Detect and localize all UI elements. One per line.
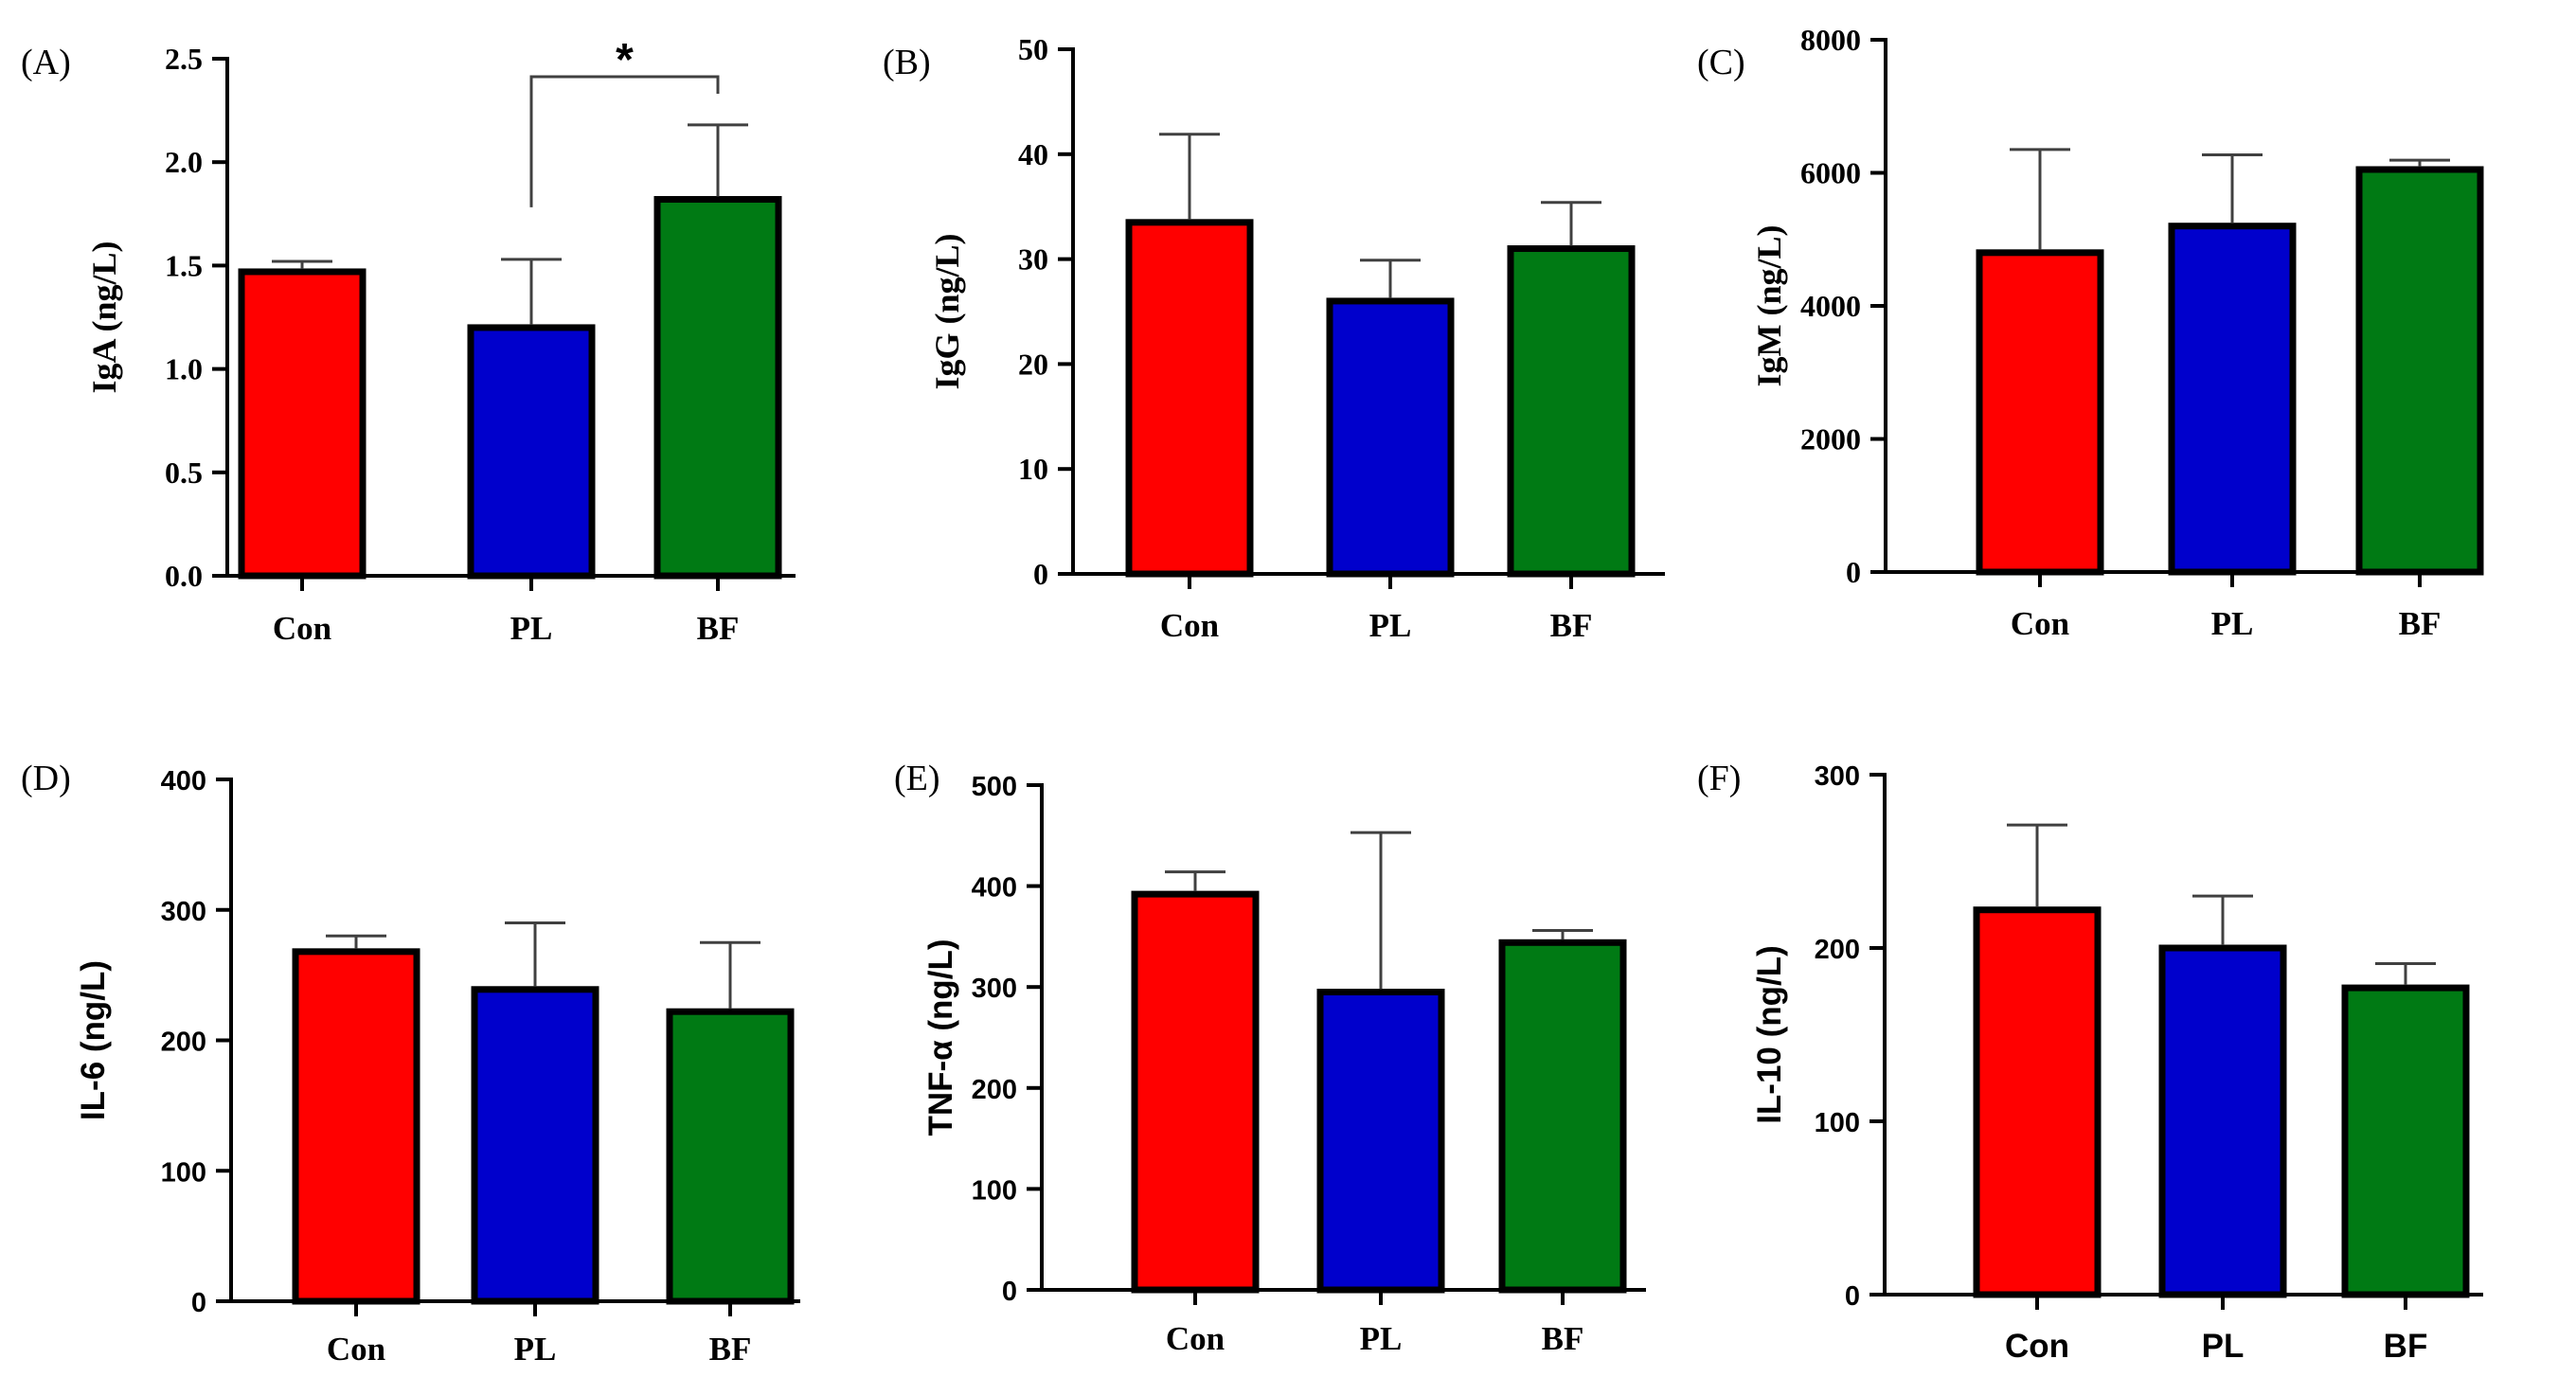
y-tick-label: 0 [1845,1281,1860,1312]
y-tick-label: 200 [972,1075,1017,1105]
y-tick-label: 200 [1815,935,1860,965]
y-tick-label: 400 [972,873,1017,903]
y-axis-label: TNF-α (ng/L) [922,939,959,1136]
y-tick-label: 0 [1846,555,1861,589]
y-tick-label: 300 [161,897,206,927]
panel-label: (E) [894,759,940,798]
x-category-label-bf: BF [1542,1320,1584,1357]
x-category-label-pl: PL [510,610,553,647]
x-category-label-con: Con [2005,1328,2069,1365]
bar-con [1125,219,1254,578]
y-tick-label: 0.0 [165,559,203,593]
x-category-label-con: Con [1166,1320,1225,1357]
y-axis-label: IgG (ng/L) [928,233,966,389]
x-category-label-bf: BF [1550,607,1593,644]
y-tick-label: 2000 [1800,422,1861,456]
bar-bf [2355,166,2484,576]
chart-panel-f: (F) IL-10 (ng/L) 0 100 200 300 Con PL BF [1697,759,2483,1365]
y-tick-label: 40 [1018,137,1048,171]
bar-pl [1326,297,1455,578]
y-tick-label: 30 [1018,242,1048,277]
x-category-label-bf: BF [697,610,740,647]
x-category-label-con: Con [2011,605,2069,642]
y-tick-label: 100 [1815,1108,1860,1138]
y-tick-label: 0 [191,1288,206,1318]
y-tick-label: 2.0 [165,145,203,179]
x-category-label-bf: BF [709,1331,752,1368]
y-tick-label: 0 [1002,1277,1017,1307]
significance-marker: * [616,35,634,85]
chart-panel-b: (B) IgG (ng/L) 0 10 20 30 40 50 Con PL BF [883,32,1665,644]
y-tick-label: 8000 [1800,23,1861,57]
chart-panel-d: (D) IL-6 (ng/L) 0 100 200 300 400 Con PL BF [21,759,800,1368]
y-tick-label: 300 [1815,761,1860,792]
bar-bf [666,1008,795,1305]
y-tick-label: 1.5 [165,248,203,282]
y-axis-label: IL-6 (ng/L) [75,960,112,1120]
y-tick-label: 0 [1033,557,1048,591]
x-category-label-con: Con [327,1331,385,1368]
panel-label: (A) [21,43,71,82]
y-tick-label: 50 [1018,32,1048,66]
bar-bf [1498,939,1627,1294]
bar-con [1973,906,2102,1298]
y-tick-label: 2.5 [165,42,203,76]
y-axis-label: IL-10 (ng/L) [1751,945,1788,1124]
y-tick-label: 400 [161,766,206,796]
y-tick-label: 0.5 [165,456,203,490]
bar-pl [467,324,596,580]
panel-label: (C) [1697,43,1745,82]
bar-bf [2341,984,2470,1298]
x-category-label-con: Con [1160,607,1219,644]
bar-pl [471,986,599,1305]
bar-pl [1316,989,1445,1294]
x-category-label-bf: BF [2384,1328,2428,1365]
y-tick-label: 6000 [1800,156,1861,190]
x-category-label-pl: PL [2202,1328,2245,1365]
x-category-label-pl: PL [1369,607,1412,644]
panel-label: (B) [883,43,931,82]
chart-panel-a: (A) IgA (ng/L) 0.0 0.5 1.0 1.5 2.0 2.5 Con PL BF * [21,35,796,647]
bar-bf [1507,245,1636,578]
chart-panel-c: (C) IgM (ng/L) 0 2000 4000 6000 8000 Con PL BF [1697,23,2484,642]
bar-pl [2168,223,2297,576]
y-axis-label: IgM (ng/L) [1750,225,1788,387]
y-tick-label: 4000 [1800,289,1861,323]
y-tick-label: 500 [972,772,1017,802]
chart-panel-e: (E) TNF-α (ng/L) 0 100 200 300 400 500 Con PL BF [894,759,1646,1357]
bar-con [238,268,367,580]
x-category-label-bf: BF [2399,605,2442,642]
bar-bf [653,196,782,580]
x-category-label-pl: PL [514,1331,557,1368]
y-tick-label: 300 [972,974,1017,1004]
x-category-label-pl: PL [2211,605,2254,642]
bar-con [1976,249,2104,576]
y-tick-label: 10 [1018,452,1048,486]
y-tick-label: 1.0 [165,352,203,386]
x-category-label-con: Con [273,610,331,647]
y-tick-label: 100 [972,1175,1017,1206]
y-axis-label: IgA (ng/L) [85,241,123,393]
bar-con [1131,890,1260,1294]
x-category-label-pl: PL [1360,1320,1403,1357]
y-tick-label: 100 [161,1157,206,1188]
panel-label: (D) [21,759,71,798]
bar-con [292,948,420,1305]
y-tick-label: 20 [1018,347,1048,381]
y-tick-label: 200 [161,1028,206,1058]
panel-label: (F) [1697,759,1741,798]
bar-pl [2158,944,2287,1298]
significance-bracket [529,75,720,207]
